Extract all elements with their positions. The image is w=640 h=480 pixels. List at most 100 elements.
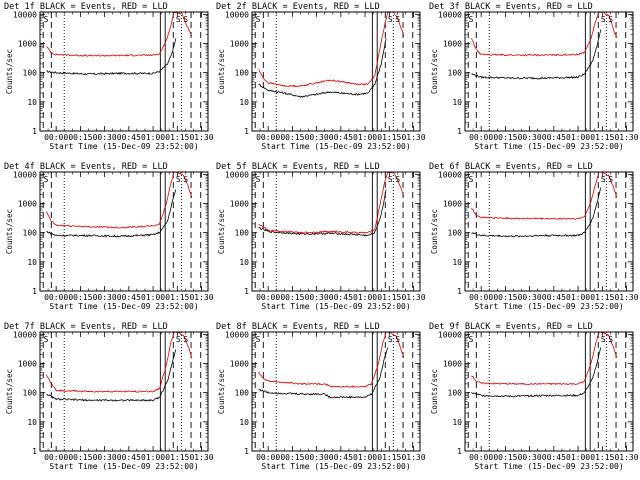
x-tick-label: 00:45 <box>117 133 141 142</box>
annotation-marker: S <box>395 175 400 184</box>
annotation-marker: S <box>469 335 474 344</box>
x-tick-label: 01:15 <box>377 453 401 462</box>
x-tick-label: 01:00 <box>141 293 165 302</box>
x-tick-label: 00:15 <box>493 293 517 302</box>
panel-title: Det 4f BLACK = Events, RED = LLD <box>4 162 168 172</box>
x-tick-label: 01:30 <box>189 133 213 142</box>
plot-frame <box>464 11 634 132</box>
y-tick-label: 1000 <box>230 40 249 49</box>
annotation-marker: S <box>183 15 188 24</box>
annotation-marker: S <box>469 15 474 24</box>
y-tick-label: 10000 <box>438 330 462 339</box>
y-tick-label: 100 <box>235 69 250 78</box>
x-tick-label: 00:15 <box>280 293 304 302</box>
x-axis-label: Start Time (15-Dec-09 23:52:00) <box>49 142 198 151</box>
y-tick-label: 10 <box>239 258 249 267</box>
y-axis-label: Counts/sec <box>430 49 439 94</box>
x-tick-label: 01:00 <box>353 133 377 142</box>
annotation-marker: S <box>44 175 49 184</box>
plot-frame <box>251 331 421 452</box>
y-tick-label: 1000 <box>443 360 462 369</box>
x-tick-label: 00:30 <box>518 133 542 142</box>
y-tick-label: 1000 <box>18 360 37 369</box>
x-tick-label: 00:45 <box>542 133 566 142</box>
series-line-lld <box>258 172 405 234</box>
y-axis-label: Counts/sec <box>5 369 14 414</box>
x-tick-label: 00:00 <box>469 133 493 142</box>
plot-frame <box>464 331 634 452</box>
x-tick-label: 00:15 <box>68 293 92 302</box>
y-tick-label: 1 <box>244 447 249 456</box>
annotation-marker: S <box>44 335 49 344</box>
x-tick-label: 01:30 <box>401 293 425 302</box>
y-tick-label: 1 <box>32 447 37 456</box>
y-tick-label: 10 <box>27 258 37 267</box>
panel-title: Det 6f BLACK = Events, RED = LLD <box>429 162 593 172</box>
series-line-lld <box>46 12 193 57</box>
series-line-lld <box>471 172 618 221</box>
panel-title: Det 5f BLACK = Events, RED = LLD <box>216 162 380 172</box>
annotation-marker: S <box>183 335 188 344</box>
annotation-marker: S <box>256 335 261 344</box>
x-tick-label: 01:30 <box>614 293 638 302</box>
plot-frame <box>39 331 209 452</box>
y-tick-label: 100 <box>448 229 463 238</box>
y-axis-label: Counts/sec <box>217 209 226 254</box>
x-tick-label: 01:30 <box>401 453 425 462</box>
y-tick-label: 10000 <box>225 10 249 19</box>
annotation-marker: S <box>601 15 606 24</box>
y-tick-label: 100 <box>23 229 38 238</box>
annotation-marker: S <box>469 175 474 184</box>
y-tick-label: 100 <box>235 389 250 398</box>
x-axis-label: Start Time (15-Dec-09 23:52:00) <box>474 302 623 311</box>
x-tick-label: 00:15 <box>68 453 92 462</box>
annotation-marker: S <box>608 15 613 24</box>
x-tick-label: 00:30 <box>93 453 117 462</box>
x-axis-label: Start Time (15-Dec-09 23:52:00) <box>474 142 623 151</box>
y-axis-label: Counts/sec <box>5 209 14 254</box>
y-tick-label: 1000 <box>18 200 37 209</box>
y-axis-label: Counts/sec <box>217 49 226 94</box>
y-tick-label: 10000 <box>225 170 249 179</box>
series-line-events <box>258 189 387 237</box>
x-axis-label: Start Time (15-Dec-09 23:52:00) <box>49 302 198 311</box>
panel-title: Det 7f BLACK = Events, RED = LLD <box>4 322 168 332</box>
x-tick-label: 01:00 <box>566 133 590 142</box>
annotation-marker: S <box>256 175 261 184</box>
x-tick-label: 00:00 <box>44 133 68 142</box>
x-tick-label: 01:15 <box>165 453 189 462</box>
x-tick-label: 00:45 <box>542 453 566 462</box>
series-line-events <box>258 347 389 399</box>
x-axis-label: Start Time (15-Dec-09 23:52:00) <box>261 142 410 151</box>
annotation-marker: S <box>388 15 393 24</box>
x-tick-label: 00:00 <box>256 453 280 462</box>
x-tick-label: 01:00 <box>141 133 165 142</box>
series-line-events <box>46 349 177 402</box>
x-tick-label: 00:45 <box>117 453 141 462</box>
panel-title: Det 3f BLACK = Events, RED = LLD <box>429 2 593 12</box>
y-tick-label: 1000 <box>230 200 249 209</box>
y-tick-label: 1000 <box>230 360 249 369</box>
x-tick-label: 00:00 <box>256 133 280 142</box>
y-tick-label: 1 <box>32 127 37 136</box>
y-tick-label: 10 <box>452 418 462 427</box>
annotation-marker: S <box>395 335 400 344</box>
y-tick-label: 10 <box>27 98 37 107</box>
x-tick-label: 00:30 <box>518 293 542 302</box>
y-tick-label: 1000 <box>443 200 462 209</box>
x-tick-label: 00:45 <box>329 453 353 462</box>
x-tick-label: 00:45 <box>117 293 141 302</box>
y-tick-label: 10000 <box>225 330 249 339</box>
x-tick-label: 00:15 <box>68 133 92 142</box>
series-line-events <box>258 38 387 99</box>
y-tick-label: 1 <box>32 287 37 296</box>
y-tick-label: 1 <box>457 287 462 296</box>
y-tick-label: 1 <box>244 127 249 136</box>
plot-frame <box>464 171 634 292</box>
y-tick-label: 10000 <box>438 10 462 19</box>
